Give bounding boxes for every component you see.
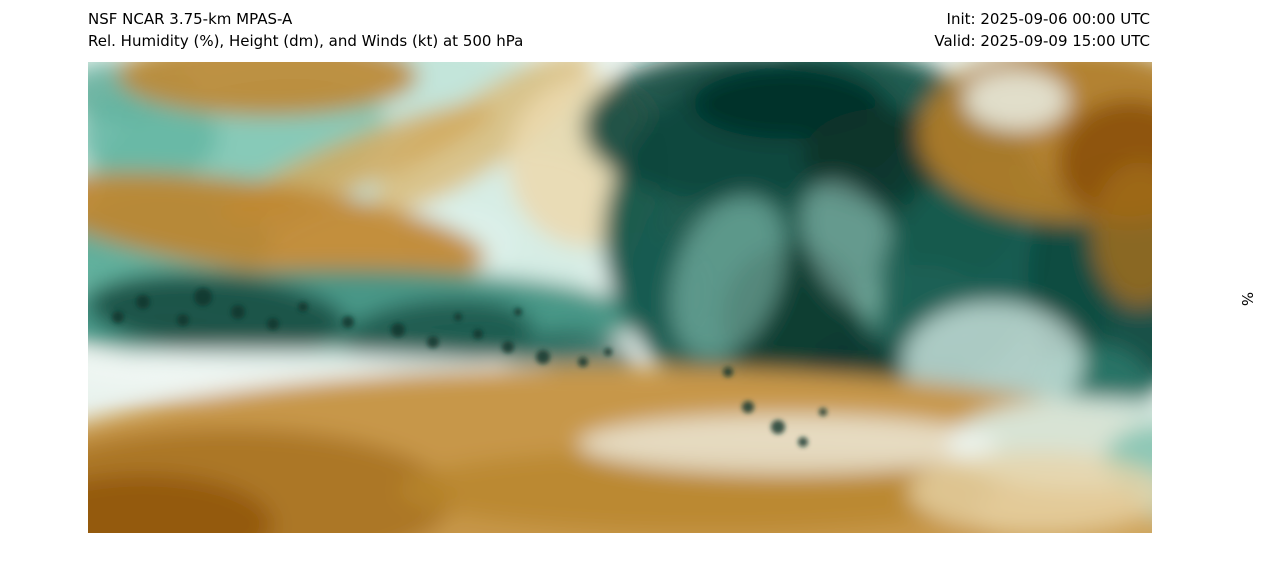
plot-subtitle: Rel. Humidity (%), Height (dm), and Wind… — [88, 32, 524, 50]
map-content — [88, 62, 1152, 533]
convective-cells — [112, 288, 827, 447]
colorbar-unit-label: % — [1238, 291, 1257, 307]
colorbar — [1160, 44, 1280, 564]
valid-time-label: Valid: 2025-09-09 15:00 UTC — [934, 32, 1150, 50]
plot-title: NSF NCAR 3.75-km MPAS-A — [88, 10, 293, 28]
map-plot — [88, 62, 1152, 533]
rh-field — [88, 62, 1152, 533]
init-time-label: Init: 2025-09-06 00:00 UTC — [946, 10, 1150, 28]
